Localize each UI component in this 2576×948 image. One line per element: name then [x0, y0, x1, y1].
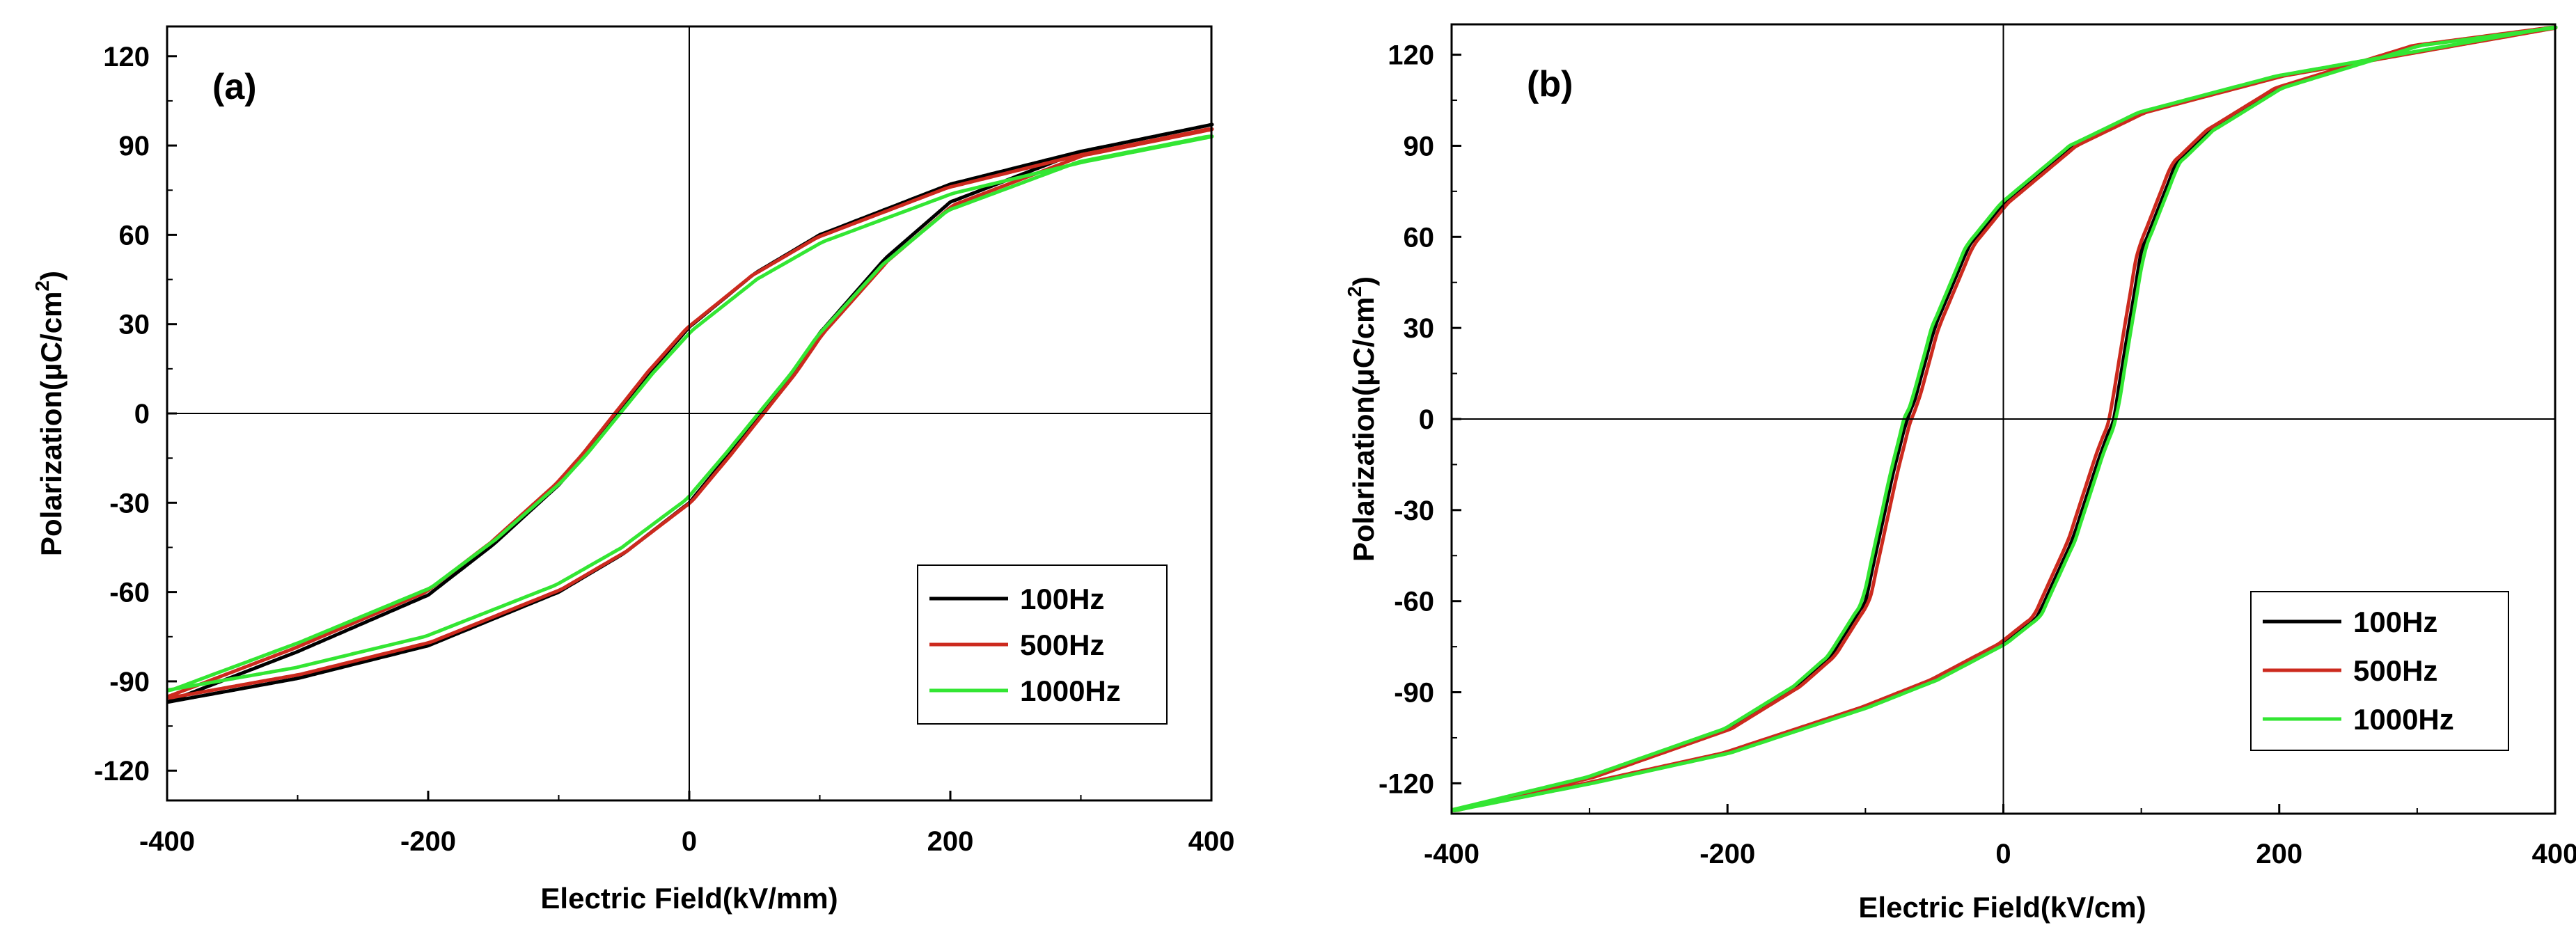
panel-b: -400 -200 0 200 400 -120 -90 -60 -30 0 30 60 90 120 (…	[1344, 23, 2576, 924]
panel-b-frame	[1450, 23, 2557, 815]
panel-b-y-tick-label: 120	[1388, 40, 1434, 71]
panel-a-y-tick-label: 0	[134, 399, 150, 429]
panel-a-zero-lines	[167, 26, 1211, 800]
panel-b-ticks: -400 -200 0 200 400 -120 -90 -60 -30 0 30 60 90 120	[1379, 40, 2576, 869]
panel-b-x-tick-label: -400	[1424, 839, 1479, 869]
panel-b-y-tick-label: 30	[1404, 313, 1435, 344]
panel-a-x-axis-title: Electric Field(kV/mm)	[540, 882, 838, 915]
panel-a-x-tick-label: 0	[682, 826, 697, 857]
panel-b-legend-label-500hz: 500Hz	[2353, 654, 2437, 687]
panel-b-y-tick-label: 60	[1404, 222, 1435, 253]
panel-a-y-axis-title-sup: 2	[31, 281, 53, 292]
panel-b-x-tick-label: 400	[2532, 839, 2576, 869]
panel-a-legend-label-100hz: 100Hz	[1020, 583, 1104, 615]
panel-b-zero-lines	[1452, 24, 2555, 814]
panel-a-y-tick-label: -120	[94, 756, 150, 787]
panel-a-legend: 100Hz 500Hz 1000Hz	[917, 564, 1168, 725]
panel-a-x-tick-label: 200	[927, 826, 974, 857]
panel-a-y-tick-label: 120	[103, 42, 150, 72]
panel-a-tag: (a)	[212, 67, 257, 107]
panel-a: -400 -200 0 200 400 -120 -90 -60 -30 0 30 60 90 120 (…	[31, 25, 1234, 915]
panel-a-y-tick-label: 60	[119, 220, 150, 251]
panel-b-y-axis-title-prefix: Polarization(μC/cm	[1347, 297, 1380, 562]
panel-a-legend-label-1000hz: 1000Hz	[1020, 674, 1121, 707]
panel-b-y-axis-title-suffix: )	[1347, 276, 1380, 286]
panel-a-y-tick-label: 90	[119, 131, 150, 161]
panel-b-tag: (b)	[1527, 64, 1573, 104]
panel-b-y-tick-label: 90	[1404, 131, 1435, 161]
panel-a-y-tick-label: 30	[119, 310, 150, 340]
panel-b-y-axis-title-sup: 2	[1344, 286, 1365, 297]
panel-b-x-tick-label: 0	[1995, 839, 2011, 869]
panel-a-y-tick-label: -60	[109, 578, 150, 608]
panel-a-y-axis-title: Polarization(μC/cm2)	[31, 271, 68, 556]
panel-a-ticks: -400 -200 0 200 400 -120 -90 -60 -30 0 30 60 90 120	[94, 42, 1234, 857]
panel-a-y-axis-title-suffix: )	[35, 271, 68, 281]
panel-b-x-tick-label: -200	[1699, 839, 1755, 869]
panel-b-legend-label-1000hz: 1000Hz	[2353, 703, 2454, 736]
panel-b-y-tick-label: -60	[1394, 587, 1434, 617]
panel-b-y-tick-label: -120	[1379, 768, 1434, 799]
panel-a-x-tick-label: 400	[1188, 826, 1235, 857]
panel-b-y-tick-label: -90	[1394, 678, 1434, 709]
panel-a-x-tick-label: -400	[139, 826, 195, 857]
panel-b-y-tick-label: 0	[1419, 404, 1434, 435]
panel-a-frame	[166, 25, 1213, 802]
panel-a-y-tick-label: -90	[109, 667, 150, 697]
panel-b-y-tick-label: -30	[1394, 496, 1434, 526]
panel-a-y-tick-label: -30	[109, 488, 150, 519]
panel-b-y-axis-title: Polarization(μC/cm2)	[1344, 276, 1380, 562]
panel-b-legend-label-100hz: 100Hz	[2353, 606, 2437, 638]
panel-a-x-tick-label: -200	[400, 826, 456, 857]
panel-a-y-axis-title-prefix: Polarization(μC/cm	[35, 292, 68, 556]
panel-b-legend: 100Hz 500Hz 1000Hz	[2250, 591, 2509, 751]
panel-b-x-axis-title: Electric Field(kV/cm)	[1858, 891, 2146, 924]
panel-b-x-tick-label: 200	[2256, 839, 2302, 869]
panel-a-legend-label-500hz: 500Hz	[1020, 629, 1104, 661]
